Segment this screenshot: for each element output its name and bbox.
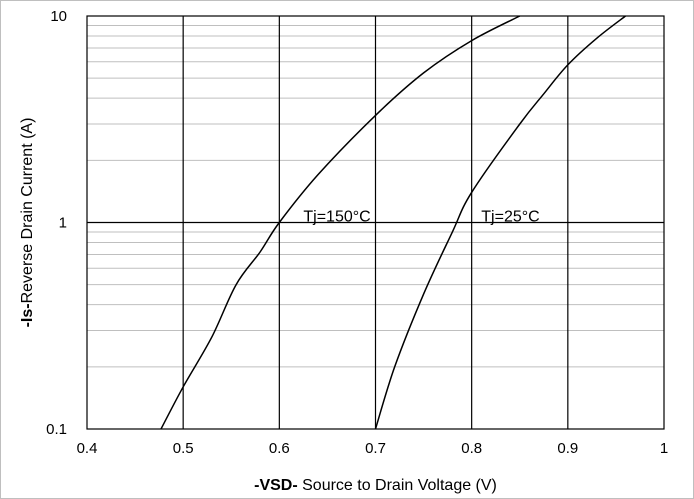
y-axis-title-bold: -Is-	[19, 303, 36, 327]
x-tick-labels: 0.4 0.5 0.6 0.7 0.8 0.9 1	[77, 440, 669, 457]
x-axis-title-rest: Source to Drain Voltage (V)	[298, 477, 497, 494]
series-label-2: Tj=25°C	[481, 209, 539, 226]
x-tick-label: 0.8	[461, 440, 482, 457]
y-tick-label: 10	[50, 8, 67, 25]
x-tick-label: 0.9	[557, 440, 578, 457]
y-axis-title-rest: Reverse Drain Current (A)	[19, 118, 36, 304]
x-axis-title: -VSD- Source to Drain Voltage (V)	[254, 477, 497, 494]
series-label-1: Tj=150°C	[303, 209, 370, 226]
x-tick-label: 1	[660, 440, 668, 457]
y-tick-label: 0.1	[46, 421, 67, 438]
x-tick-label: 0.5	[173, 440, 194, 457]
x-tick-label: 0.7	[365, 440, 386, 457]
y-tick-label: 1	[59, 215, 67, 232]
x-tick-label: 0.4	[77, 440, 98, 457]
x-axis-title-bold: -VSD-	[254, 477, 298, 494]
x-tick-label: 0.6	[269, 440, 290, 457]
y-axis-title: -Is-Reverse Drain Current (A)	[19, 118, 36, 328]
series-group	[160, 15, 626, 430]
series-labels: Tj=150°C Tj=25°C	[303, 209, 539, 226]
series-line-2	[374, 15, 626, 430]
y-tick-labels: 0.1 1 10	[46, 8, 67, 438]
series-line-1	[160, 15, 521, 430]
